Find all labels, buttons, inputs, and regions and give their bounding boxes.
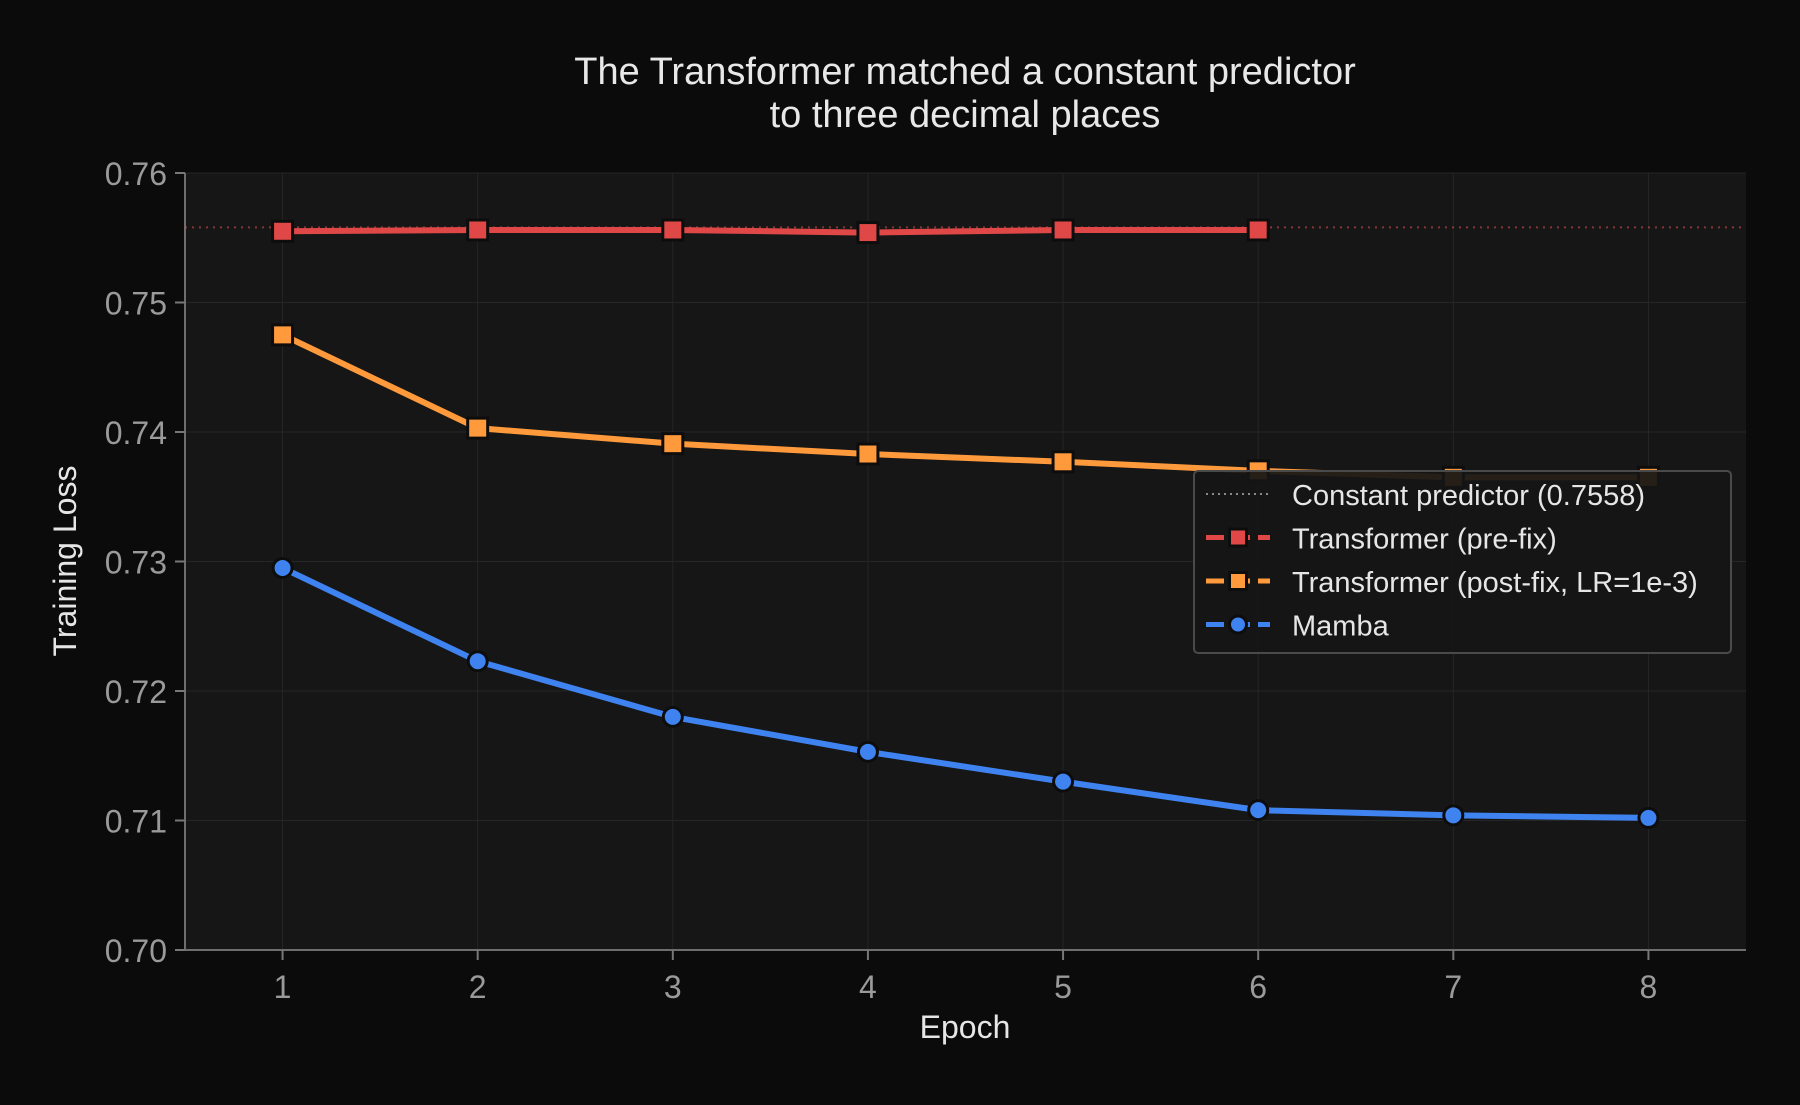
data-point: [271, 219, 295, 243]
data-point: [1052, 770, 1075, 793]
data-point: [856, 221, 880, 245]
data-point: [1247, 799, 1270, 822]
legend-label: Transformer (post-fix, LR=1e-3): [1292, 567, 1698, 599]
series-0: [271, 218, 1270, 245]
legend-item: Transformer (pre-fix): [1206, 524, 1557, 556]
data-point: [661, 432, 685, 456]
data-point: [466, 218, 490, 242]
y-tick-label: 0.76: [105, 156, 167, 192]
chart-title-line-2: to three decimal places: [770, 94, 1161, 136]
series-line: [279, 564, 1652, 821]
x-tick-label: 3: [664, 969, 682, 1005]
legend-box: [1193, 470, 1732, 654]
legend-item: Transformer (post-fix, LR=1e-3): [1206, 567, 1698, 599]
y-tick-label: 0.75: [105, 286, 167, 322]
data-point: [856, 442, 880, 466]
data-point: [271, 323, 295, 347]
legend-label: Mamba: [1292, 611, 1390, 643]
y-tick-label: 0.70: [105, 933, 167, 969]
y-axis-label: Training Loss: [47, 466, 83, 657]
x-tick-label: 7: [1444, 969, 1462, 1005]
data-point: [1051, 450, 1075, 474]
series-2: [271, 556, 1660, 829]
x-tick-label: 6: [1249, 969, 1267, 1005]
y-tick-label: 0.72: [105, 674, 167, 710]
y-tick-label: 0.73: [105, 545, 167, 581]
data-point: [661, 218, 685, 242]
data-point: [856, 740, 879, 763]
legend-swatch-marker: [1228, 527, 1248, 548]
legend-item: Mamba: [1206, 611, 1390, 643]
series-line: [279, 226, 1262, 236]
data-point: [466, 650, 489, 673]
data-point: [466, 416, 490, 440]
legend-item: Constant predictor (0.7558): [1206, 480, 1645, 512]
x-tick-label: 5: [1054, 969, 1072, 1005]
data-point: [661, 705, 684, 728]
y-tick-label: 0.71: [105, 804, 167, 840]
data-point: [271, 556, 294, 579]
x-tick-label: 2: [469, 969, 487, 1005]
y-tick-label: 0.74: [105, 415, 167, 451]
x-axis-label: Epoch: [920, 1009, 1011, 1045]
chart-title-line-1: The Transformer matched a constant predi…: [574, 51, 1356, 93]
x-tick-label: 8: [1640, 969, 1658, 1005]
data-point: [1442, 804, 1465, 827]
legend-label: Constant predictor (0.7558): [1292, 480, 1645, 512]
x-tick-label: 1: [274, 969, 292, 1005]
data-point: [1051, 218, 1075, 242]
legend-label: Transformer (pre-fix): [1292, 524, 1557, 556]
legend-swatch-marker: [1228, 614, 1248, 635]
legend-swatch-marker: [1228, 571, 1248, 591]
data-point: [1246, 218, 1270, 242]
data-point: [1637, 806, 1660, 829]
x-tick-label: 4: [859, 969, 877, 1005]
